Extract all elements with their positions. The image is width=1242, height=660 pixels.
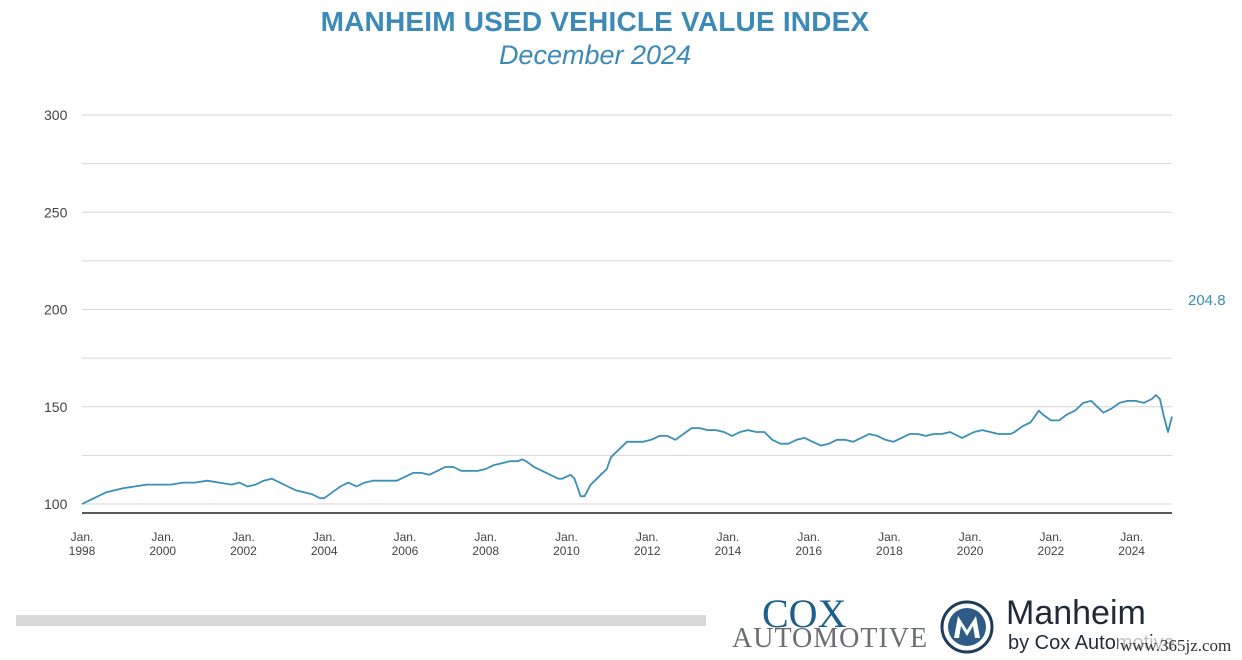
x-tick-label: Jan. — [1040, 530, 1063, 544]
x-tick-label: Jan. — [151, 530, 174, 544]
x-tick-label: Jan. — [474, 530, 497, 544]
x-tick-label: Jan. — [959, 530, 982, 544]
manheim-logo-word: Manheim — [1006, 594, 1146, 632]
x-tick-label: 2004 — [311, 544, 338, 558]
y-tick-label: 250 — [44, 204, 68, 220]
x-tick-label: 2008 — [472, 544, 499, 558]
x-tick-label: 2020 — [957, 544, 984, 558]
x-tick-label: Jan. — [878, 530, 901, 544]
cox-logo-word: COX — [762, 591, 847, 636]
x-tick-label: 2018 — [876, 544, 903, 558]
x-tick-label: Jan. — [717, 530, 740, 544]
x-tick-label: 2016 — [795, 544, 822, 558]
x-tick-label: Jan. — [797, 530, 820, 544]
cox-logo-subword: AUTOMOTIVE — [732, 623, 929, 654]
x-tick-label: Jan. — [1120, 530, 1143, 544]
x-tick-label: 2000 — [149, 544, 176, 558]
y-tick-label: 150 — [44, 399, 68, 415]
x-tick-label: Jan. — [555, 530, 578, 544]
manheim-m-icon — [940, 600, 994, 654]
end-value-label: 204.8 — [1188, 292, 1226, 309]
y-tick-label: 200 — [44, 302, 68, 318]
y-tick-label: 100 — [44, 496, 68, 512]
x-tick-label: 1998 — [69, 544, 96, 558]
x-tick-label: 2002 — [230, 544, 257, 558]
x-tick-label: 2012 — [634, 544, 661, 558]
x-tick-label: 2024 — [1118, 544, 1145, 558]
x-tick-label: 2006 — [392, 544, 419, 558]
x-tick-label: Jan. — [313, 530, 336, 544]
x-tick-label: Jan. — [71, 530, 94, 544]
chart-title: MANHEIM USED VEHICLE VALUE INDEX — [320, 6, 870, 37]
y-tick-label: 300 — [44, 107, 68, 123]
chart-subtitle: December 2024 — [498, 40, 692, 70]
footer-divider — [16, 615, 706, 626]
x-tick-label: Jan. — [232, 530, 255, 544]
x-tick-label: Jan. — [636, 530, 659, 544]
x-tick-label: Jan. — [394, 530, 417, 544]
series-line — [81, 394, 1173, 505]
line-chart: 100150200250300Jan.1998Jan.2000Jan.2002J… — [44, 107, 1226, 558]
x-tick-label: 2010 — [553, 544, 580, 558]
x-tick-label: 2014 — [715, 544, 742, 558]
cox-automotive-logo: COX AUTOMOTIVE — [732, 590, 927, 654]
x-tick-label: 2022 — [1038, 544, 1065, 558]
watermark: www.365jz.com — [1118, 636, 1234, 656]
